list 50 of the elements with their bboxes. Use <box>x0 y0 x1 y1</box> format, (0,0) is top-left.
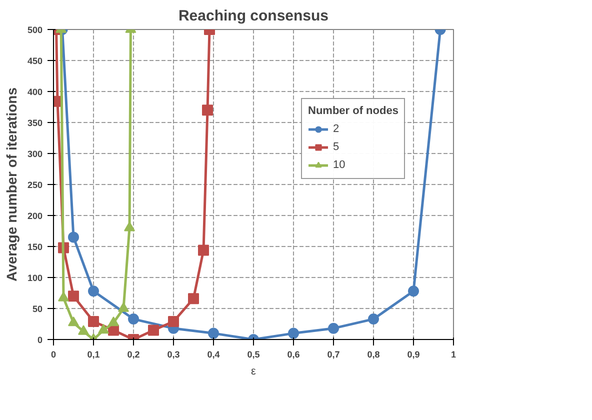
x-tick-label: 0,9 <box>407 350 420 360</box>
x-tick-label: 0,7 <box>327 350 340 360</box>
y-tick-label: 150 <box>27 242 43 252</box>
y-tick-label: 500 <box>27 25 43 35</box>
point <box>118 302 129 312</box>
x-tick-label: 0,5 <box>247 350 260 360</box>
x-tick-label: 0,2 <box>127 350 140 360</box>
x-tick-label: 0,6 <box>287 350 300 360</box>
legend-label: 2 <box>333 122 340 136</box>
point <box>408 286 419 297</box>
x-tick-label: 0 <box>50 350 56 360</box>
point <box>188 293 199 304</box>
chart-title: Reaching consensus <box>178 8 329 24</box>
x-axis-title: ε <box>251 366 256 378</box>
point <box>208 328 219 339</box>
point <box>78 325 89 335</box>
x-tick-label: 0,1 <box>87 350 100 360</box>
y-tick-label: 450 <box>27 56 43 66</box>
point <box>68 232 79 243</box>
point <box>168 316 179 328</box>
legend-label: 10 <box>333 158 346 172</box>
y-tick-label: 0 <box>37 335 43 345</box>
point <box>58 292 69 302</box>
y-tick-label: 100 <box>27 273 43 283</box>
y-tick-label: 400 <box>27 87 43 97</box>
point <box>108 316 119 326</box>
y-tick-label: 250 <box>27 180 43 190</box>
y-tick-label: 50 <box>32 304 43 314</box>
y-tick-label: 200 <box>27 211 43 221</box>
x-tick-label: 1 <box>450 350 456 360</box>
point <box>68 290 79 302</box>
y-axis-title: Average number of iterations <box>3 87 20 282</box>
point <box>128 314 139 325</box>
point <box>88 286 99 297</box>
legend-title: Number of nodes <box>308 105 398 117</box>
point <box>148 324 159 336</box>
x-tick-label: 0,8 <box>367 350 380 360</box>
y-tick-label: 350 <box>27 118 43 128</box>
x-tick-label: 0,4 <box>207 350 220 360</box>
point <box>88 316 99 328</box>
point <box>288 328 299 339</box>
legend-label: 5 <box>333 140 340 154</box>
point <box>198 244 209 256</box>
x-tick-label: 0,3 <box>167 350 180 360</box>
point <box>328 322 339 334</box>
point <box>368 314 379 325</box>
point <box>68 316 79 326</box>
point <box>98 324 109 334</box>
point <box>202 104 213 116</box>
y-tick-label: 300 <box>27 149 43 159</box>
